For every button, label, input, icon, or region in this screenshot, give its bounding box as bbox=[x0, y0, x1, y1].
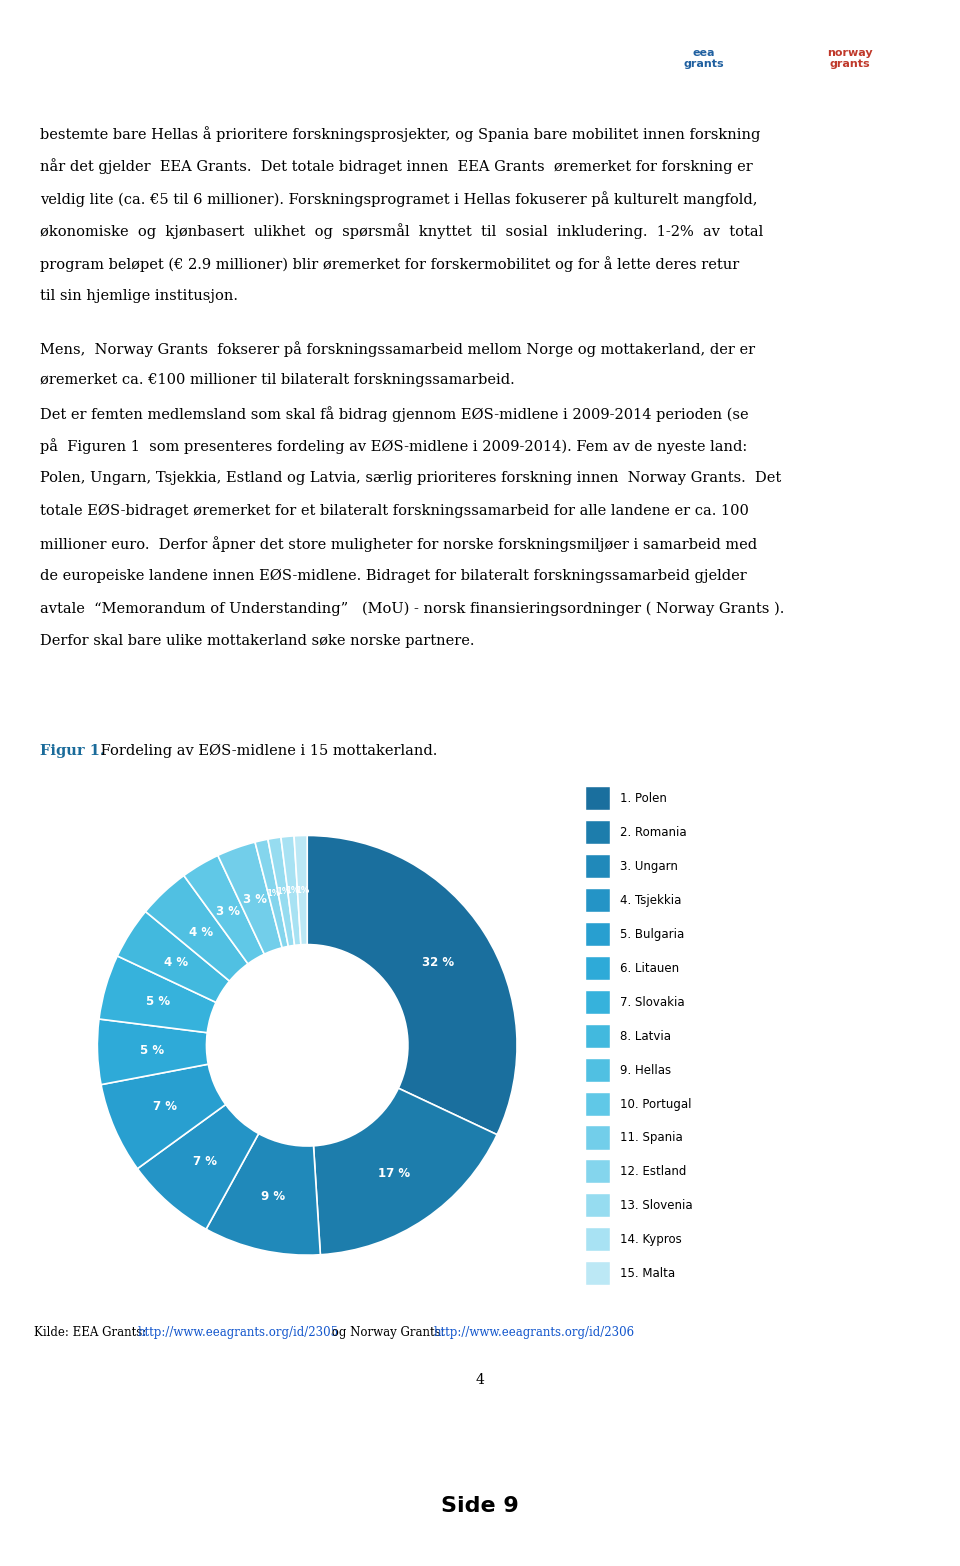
Text: avtale  “Memorandum of Understanding”   (MoU) - norsk finansieringsordninger ( N: avtale “Memorandum of Understanding” (Mo… bbox=[40, 601, 784, 615]
Text: Kilde: EEA Grants:: Kilde: EEA Grants: bbox=[34, 1326, 150, 1339]
Text: 4. Tsjekkia: 4. Tsjekkia bbox=[620, 894, 681, 907]
Text: de europeiske landene innen EØS-midlene. Bidraget for bilateralt forskningssamar: de europeiske landene innen EØS-midlene.… bbox=[40, 568, 747, 583]
Bar bbox=[586, 1093, 611, 1115]
Text: 14. Kypros: 14. Kypros bbox=[620, 1234, 682, 1247]
Text: 8. Latvia: 8. Latvia bbox=[620, 1030, 671, 1043]
Text: Mens,  Norway Grants  fokserer på forskningssamarbeid mellom Norge og mottakerla: Mens, Norway Grants fokserer på forsknin… bbox=[40, 341, 756, 357]
Text: millioner euro.  Derfor åpner det store muligheter for norske forskningsmiljøer : millioner euro. Derfor åpner det store m… bbox=[40, 536, 757, 551]
Wedge shape bbox=[97, 1019, 208, 1085]
Text: http://www.eeagrants.org/id/2306: http://www.eeagrants.org/id/2306 bbox=[434, 1326, 635, 1339]
Text: 3 %: 3 % bbox=[216, 905, 240, 918]
Wedge shape bbox=[137, 1104, 258, 1229]
Text: Figur 1.: Figur 1. bbox=[40, 744, 106, 758]
Bar bbox=[586, 855, 611, 879]
Text: http://www.eeagrants.org/id/2305: http://www.eeagrants.org/id/2305 bbox=[137, 1326, 338, 1339]
Bar bbox=[586, 1195, 611, 1217]
Wedge shape bbox=[146, 875, 248, 982]
Text: økonomiske  og  kjønbasert  ulikhet  og  spørsmål  knyttet  til  sosial  inklude: økonomiske og kjønbasert ulikhet og spør… bbox=[40, 224, 763, 240]
Text: Polen, Ungarn, Tsjekkia, Estland og Latvia, særlig prioriteres forskning innen  : Polen, Ungarn, Tsjekkia, Estland og Latv… bbox=[40, 471, 781, 485]
Text: 17 %: 17 % bbox=[378, 1167, 411, 1181]
Bar bbox=[586, 889, 611, 911]
Text: når det gjelder  EEA Grants.  Det totale bidraget innen  EEA Grants  øremerket f: når det gjelder EEA Grants. Det totale b… bbox=[40, 158, 753, 174]
Text: 32 %: 32 % bbox=[422, 955, 454, 969]
Text: 1%: 1% bbox=[285, 886, 300, 896]
Text: og Norway Grants:: og Norway Grants: bbox=[328, 1326, 448, 1339]
Wedge shape bbox=[101, 1065, 226, 1168]
Text: 10. Portugal: 10. Portugal bbox=[620, 1098, 691, 1110]
Bar bbox=[586, 1160, 611, 1184]
Text: 4 %: 4 % bbox=[189, 926, 213, 938]
Text: 1. Polen: 1. Polen bbox=[620, 792, 666, 805]
Wedge shape bbox=[294, 836, 307, 944]
Text: 4: 4 bbox=[475, 1373, 485, 1386]
Bar bbox=[586, 821, 611, 844]
Text: 7 %: 7 % bbox=[193, 1156, 217, 1168]
Text: 1%: 1% bbox=[295, 886, 309, 894]
Text: 15. Malta: 15. Malta bbox=[620, 1267, 675, 1279]
Text: til sin hjemlige institusjon.: til sin hjemlige institusjon. bbox=[40, 288, 238, 302]
Text: øremerket ca. €100 millioner til bilateralt forskningssamarbeid.: øremerket ca. €100 millioner til bilater… bbox=[40, 373, 516, 387]
Bar bbox=[586, 957, 611, 980]
Wedge shape bbox=[184, 855, 264, 963]
Text: 11. Spania: 11. Spania bbox=[620, 1132, 683, 1145]
Text: Side 9: Side 9 bbox=[442, 1497, 518, 1516]
Text: 4 %: 4 % bbox=[164, 955, 188, 969]
Wedge shape bbox=[307, 836, 517, 1135]
Text: Derfor skal bare ulike mottakerland søke norske partnere.: Derfor skal bare ulike mottakerland søke… bbox=[40, 634, 475, 648]
Text: 7. Slovakia: 7. Slovakia bbox=[620, 996, 684, 1009]
Text: Fordeling av EØS-midlene i 15 mottakerland.: Fordeling av EØS-midlene i 15 mottakerla… bbox=[96, 744, 437, 758]
Wedge shape bbox=[314, 1088, 497, 1254]
Text: Det er femten medlemsland som skal få bidrag gjennom EØS-midlene i 2009-2014 per: Det er femten medlemsland som skal få bi… bbox=[40, 406, 749, 421]
Wedge shape bbox=[281, 836, 300, 946]
Wedge shape bbox=[268, 838, 295, 946]
Text: 5 %: 5 % bbox=[140, 1043, 164, 1057]
Text: totale EØS-bidraget øremerket for et bilateralt forskningssamarbeid for alle lan: totale EØS-bidraget øremerket for et bil… bbox=[40, 504, 749, 518]
Bar bbox=[586, 1024, 611, 1048]
Text: 6. Litauen: 6. Litauen bbox=[620, 962, 679, 976]
Text: 3. Ungarn: 3. Ungarn bbox=[620, 860, 678, 874]
Text: 1%: 1% bbox=[276, 888, 290, 896]
Bar bbox=[586, 1126, 611, 1149]
Text: 5. Bulgaria: 5. Bulgaria bbox=[620, 929, 684, 941]
Text: 9 %: 9 % bbox=[261, 1190, 285, 1203]
Wedge shape bbox=[99, 955, 216, 1032]
Text: 7 %: 7 % bbox=[153, 1101, 177, 1113]
Text: 5 %: 5 % bbox=[146, 996, 170, 1009]
Bar bbox=[586, 788, 611, 810]
Text: eea
grants: eea grants bbox=[684, 49, 724, 69]
Bar bbox=[586, 922, 611, 946]
Bar bbox=[586, 1262, 611, 1286]
Bar bbox=[586, 1059, 611, 1082]
Text: veldig lite (ca. €5 til 6 millioner). Forskningsprogramet i Hellas fokuserer på : veldig lite (ca. €5 til 6 millioner). Fo… bbox=[40, 191, 757, 207]
Text: 3 %: 3 % bbox=[243, 893, 267, 905]
Text: 2. Romania: 2. Romania bbox=[620, 827, 686, 839]
Text: program beløpet (€ 2.9 millioner) blir øremerket for forskermobilitet og for å l: program beløpet (€ 2.9 millioner) blir ø… bbox=[40, 257, 739, 272]
Text: 1%: 1% bbox=[266, 889, 280, 899]
Text: 9. Hellas: 9. Hellas bbox=[620, 1063, 671, 1077]
Text: 13. Slovenia: 13. Slovenia bbox=[620, 1200, 692, 1212]
Wedge shape bbox=[218, 843, 282, 954]
Text: på  Figuren 1  som presenteres fordeling av EØS-midlene i 2009-2014). Fem av de : på Figuren 1 som presenteres fordeling a… bbox=[40, 438, 748, 454]
Text: norway
grants: norway grants bbox=[827, 49, 873, 69]
Text: 12. Estland: 12. Estland bbox=[620, 1165, 686, 1178]
Bar bbox=[586, 991, 611, 1013]
Text: bestemte bare Hellas å prioritere forskningsprosjekter, og Spania bare mobilitet: bestemte bare Hellas å prioritere forskn… bbox=[40, 125, 760, 143]
Wedge shape bbox=[206, 1134, 321, 1254]
Bar bbox=[586, 1228, 611, 1251]
Wedge shape bbox=[117, 911, 229, 1002]
Wedge shape bbox=[255, 839, 288, 947]
